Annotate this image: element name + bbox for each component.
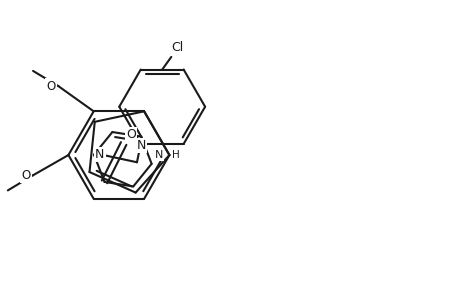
Text: H: H (172, 150, 179, 160)
Text: N: N (95, 148, 104, 161)
Text: Cl: Cl (171, 41, 183, 54)
Text: O: O (21, 169, 30, 182)
Text: O: O (46, 80, 56, 93)
Text: N: N (155, 150, 163, 160)
Text: O: O (126, 128, 136, 141)
Text: N: N (136, 139, 146, 152)
